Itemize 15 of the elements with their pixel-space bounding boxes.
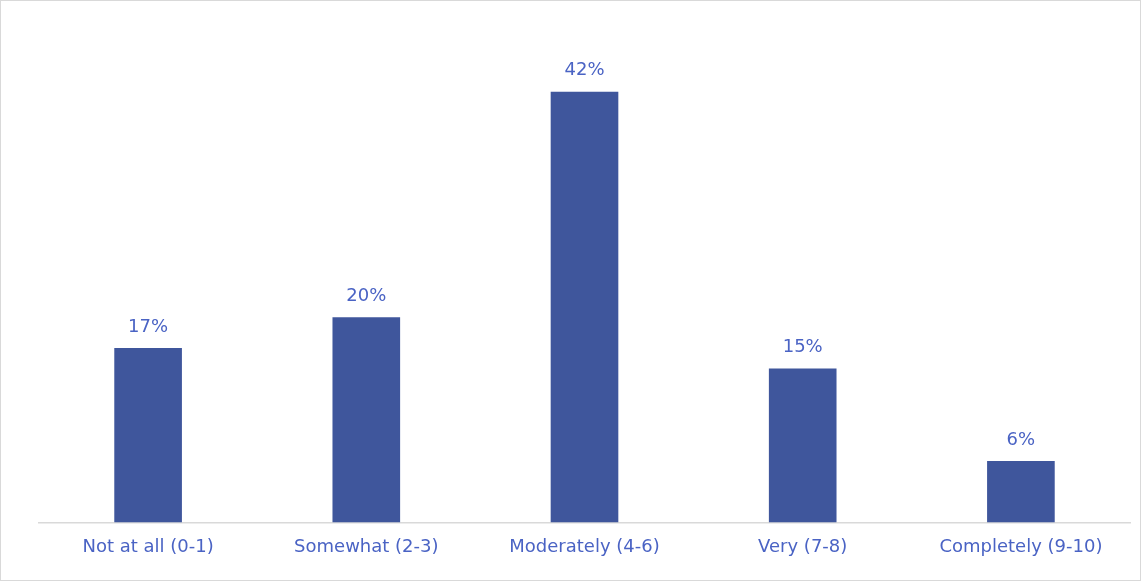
bar <box>114 348 182 523</box>
bar <box>987 460 1055 523</box>
bar <box>768 368 837 523</box>
bar <box>550 91 619 523</box>
data-label: 15% <box>782 335 823 357</box>
data-label: 42% <box>564 58 605 80</box>
x-tick-label: Moderately (4-6) <box>509 534 660 556</box>
data-label: 20% <box>346 284 387 306</box>
bar <box>332 317 401 523</box>
x-tick-label: Not at all (0-1) <box>82 534 214 556</box>
x-tick-label: Completely (9-10) <box>939 534 1103 556</box>
x-tick-label: Very (7-8) <box>758 534 848 556</box>
data-label: 6% <box>1006 427 1036 449</box>
data-label: 17% <box>128 314 169 336</box>
x-tick-label: Somewhat (2-3) <box>294 534 439 556</box>
